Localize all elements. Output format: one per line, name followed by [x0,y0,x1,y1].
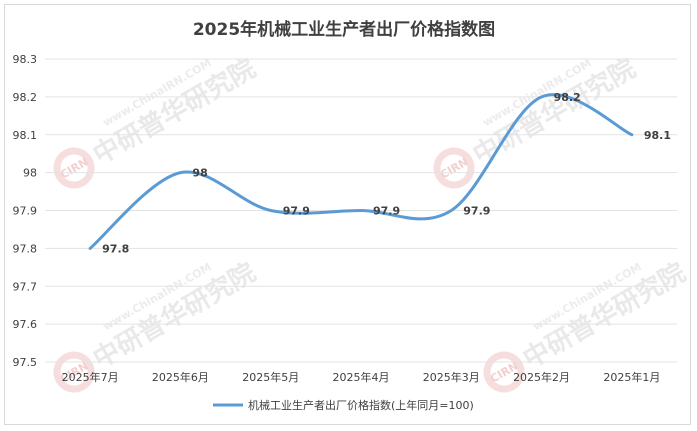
y-tick-label: 97.9 [13,205,38,218]
y-axis-ticks: 97.5 97.6 97.7 97.8 97.9 98 98.1 98.2 98.3 [13,53,38,369]
data-point[interactable] [179,172,181,174]
legend-label: 机械工业生产者出厂价格指数(上年同月=100) [248,398,474,412]
data-point[interactable] [541,96,543,98]
data-labels: 97.8 98 97.9 97.9 97.9 98.2 98.1 [102,91,671,256]
legend[interactable]: 机械工业生产者出厂价格指数(上年同月=100) [213,398,474,412]
watermark-seal [433,147,475,189]
data-point[interactable] [450,210,452,211]
data-label: 98 [192,167,207,180]
data-label: 97.9 [463,205,490,218]
series-layer [88,93,634,250]
y-tick-label: 97.8 [13,242,38,255]
data-label: 97.9 [283,205,310,218]
x-tick-label: 2025年2月 [513,370,570,384]
y-tick-label: 98 [23,167,37,180]
watermark-seal [53,351,95,393]
data-label: 97.9 [373,205,400,218]
x-tick-label: 2025年3月 [423,370,480,384]
x-tick-label: 2025年6月 [152,370,209,384]
x-axis-ticks: 2025年7月 2025年6月 2025年5月 2025年4月 2025年3月 2025年… [62,370,661,384]
data-label: 98.2 [554,91,581,104]
data-point[interactable] [270,210,272,211]
x-tick-label: 2025年4月 [333,370,390,384]
data-label: 97.8 [102,242,129,255]
x-tick-label: 2025年1月 [603,370,660,384]
data-label: 98.1 [644,129,671,142]
data-point[interactable] [631,134,633,136]
y-tick-label: 98.1 [13,129,38,142]
y-tick-label: 97.6 [13,318,38,331]
y-tick-label: 98.2 [13,91,38,104]
chart-frame: CIRN 中研普华研究院 www.ChinaIRN.COM CIRN 中研普华研究院 ww… [4,4,691,425]
y-tick-label: 97.5 [13,356,38,369]
watermark-seal [483,351,525,393]
x-tick-label: 2025年7月 [62,370,119,384]
y-tick-label: 97.7 [13,280,38,293]
y-tick-label: 98.3 [13,53,38,66]
chart-title: 2025年机械工业生产者出厂价格指数图 [193,19,495,40]
data-point[interactable] [360,210,362,211]
data-point[interactable] [89,247,91,249]
watermark-seal [53,147,95,189]
x-tick-label: 2025年5月 [242,370,299,384]
